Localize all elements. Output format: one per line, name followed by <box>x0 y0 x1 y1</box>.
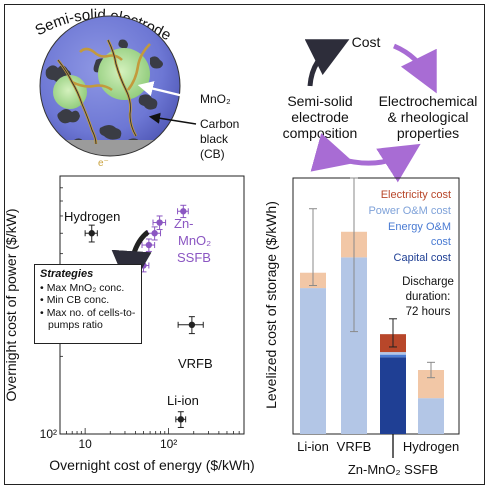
strategies-title: Strategies <box>40 268 94 280</box>
bar-segment <box>380 354 406 358</box>
lcos-bar-chart: Levelized cost of storage ($/kWh) Li-ion… <box>263 177 460 477</box>
scatter-y-axis-label: Overnight cost of power ($/kW) <box>3 209 19 402</box>
cycle-right-label-line3: properties <box>397 125 459 141</box>
discharge-note-line1: Discharge <box>402 276 454 288</box>
scatter-x-tick-label: 10² <box>160 437 177 451</box>
scatter-x-axis-label: Overnight cost of energy ($/kWh) <box>49 457 254 473</box>
cycle-left-label-line3: composition <box>283 125 358 141</box>
cycle-arrow-properties-to-cost <box>392 43 437 94</box>
bar-category-vrfb: VRFB <box>337 439 372 454</box>
strategy-item: Max MnO₂ conc. <box>40 282 136 295</box>
scatter-label-liion: Li-ion <box>167 393 199 408</box>
legend-capital-cost: Capital cost <box>394 252 451 264</box>
scatter-point <box>151 230 158 237</box>
bar-segment <box>380 357 406 434</box>
scatter-label-znmno2-line3: SSFB <box>177 250 211 265</box>
current-collector <box>40 140 180 156</box>
carbon-black-label-line1: Carbon <box>200 117 239 131</box>
strategies-box: Strategies Max MnO₂ conc. Min CB conc. M… <box>34 264 142 344</box>
bar-segment <box>418 398 444 434</box>
electrode-illustration: Semi-solid electrode <box>32 6 239 169</box>
bar-segment <box>300 288 326 434</box>
legend-power-om-cost: Power O&M cost <box>368 205 451 217</box>
scatter-point <box>180 208 187 215</box>
strategy-item: Max no. of cells-to-pumps ratio <box>40 307 136 332</box>
scatter-label-znmno2-line2: MnO₂ <box>178 233 211 248</box>
strategy-item: Min CB conc. <box>40 294 136 307</box>
cost-cycle-diagram: Cost Semi-solid electrode composition El… <box>283 34 478 183</box>
cycle-arrow-composition-properties <box>310 133 421 183</box>
cycle-right-label-line2: & rheological <box>388 109 469 125</box>
bar-category-zn: Zn-MnO₂ SSFB <box>348 462 438 477</box>
figure-frame <box>4 4 485 485</box>
strategies-list: Max MnO₂ conc. Min CB conc. Max no. of c… <box>40 282 136 332</box>
mno2-label: MnO₂ <box>200 92 231 106</box>
bar-category-hydrogen: Hydrogen <box>403 439 459 454</box>
scatter-point <box>177 416 185 423</box>
scatter-point <box>156 219 163 226</box>
electron-pathway-outline <box>57 39 137 145</box>
cycle-right-label-line1: Electrochemical <box>379 93 478 109</box>
mno2-particle <box>98 48 150 100</box>
carbon-black-label-line3: (CB) <box>200 147 225 161</box>
cycle-arrow-composition-to-cost <box>304 39 350 87</box>
scatter-point <box>88 230 95 237</box>
carbon-black-pointer-arrow <box>148 112 197 125</box>
mno2-pointer-arrow <box>137 81 197 101</box>
scatter-point <box>188 321 196 329</box>
discharge-note-line3: 72 hours <box>406 306 451 318</box>
electron-label: e⁻ <box>98 158 109 169</box>
legend-energy-om-cost-line2: cost <box>431 236 451 248</box>
electrode-sphere-outline <box>39 15 181 157</box>
discharge-note-line2: duration: <box>406 291 451 303</box>
scatter-label-znmno2-line1: Zn- <box>174 216 194 231</box>
scatter-label-vrfb: VRFB <box>178 356 213 371</box>
carbon-black-label-line2: black <box>200 132 229 146</box>
legend-energy-om-cost-line1: Energy O&M <box>388 221 451 233</box>
cycle-left-label-line2: electrode <box>291 109 349 125</box>
scatter-label-hydrogen: Hydrogen <box>64 209 120 224</box>
bar-y-axis-label: Levelized cost of storage ($/kWh) <box>263 201 279 409</box>
cycle-left-label-line1: Semi-solid <box>287 93 352 109</box>
bar-segment <box>380 352 406 355</box>
scatter-y-tick-label: 10² <box>40 427 57 441</box>
cycle-cost-label: Cost <box>352 34 381 50</box>
bar-plot-frame <box>292 177 460 435</box>
bar-category-liion: Li-ion <box>297 439 329 454</box>
scatter-x-tick-label: 10 <box>78 437 92 451</box>
legend-electricity-cost: Electricity cost <box>381 189 451 201</box>
scatter-point <box>145 241 153 249</box>
